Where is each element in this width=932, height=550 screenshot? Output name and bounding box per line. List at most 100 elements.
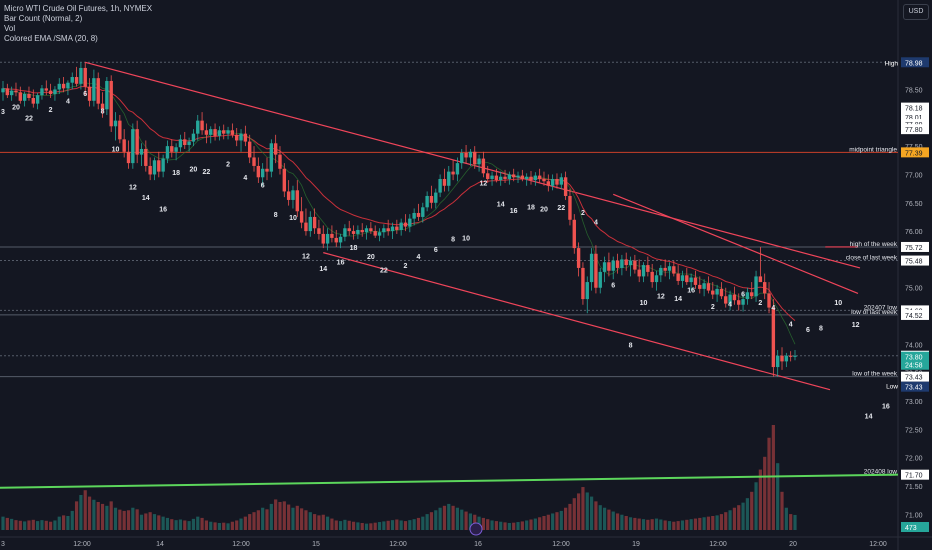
current-price-countdown: 24:58 <box>905 363 923 370</box>
bar-count-label: 16 <box>687 287 695 294</box>
price-axis: 78.5078.0077.5077.0076.5076.0075.5075.00… <box>885 57 929 532</box>
candle-body <box>486 173 490 179</box>
candle-body <box>83 67 87 87</box>
candle <box>524 173 529 186</box>
legend-ema: Colored EMA /SMA (20, 8) <box>4 34 98 43</box>
candle-body <box>434 192 438 203</box>
bar-count-label: 4 <box>417 254 421 261</box>
volume-bar <box>676 521 680 530</box>
candle <box>126 140 131 169</box>
trendlines <box>85 61 861 391</box>
bar-count-label: 2 <box>226 162 230 169</box>
candle <box>79 62 83 90</box>
candle-body <box>118 120 122 140</box>
candle-body <box>390 226 395 232</box>
candle <box>399 218 403 236</box>
currency-button[interactable]: USD <box>903 4 929 20</box>
price-tick: 73.00 <box>905 399 923 406</box>
volume-bar <box>464 511 468 530</box>
volume-bar <box>109 501 113 530</box>
volume-bar <box>667 521 672 530</box>
candle <box>481 151 486 178</box>
volume-bar <box>494 521 498 530</box>
bar-count-label: 22 <box>557 205 565 212</box>
candle <box>122 129 126 158</box>
bar-count-label: 2 <box>581 210 585 217</box>
bar-count-label: 20 <box>12 104 20 111</box>
candle <box>464 144 468 164</box>
candle-body <box>598 271 602 288</box>
candle-body <box>351 231 356 234</box>
candle <box>685 267 689 285</box>
volume-bar <box>646 519 650 530</box>
volume-bar <box>304 510 308 530</box>
volume-bar <box>36 521 40 530</box>
candle-body <box>689 277 693 283</box>
volume-bar <box>434 510 438 530</box>
volume-bar <box>295 505 299 530</box>
candle <box>719 282 724 300</box>
candle <box>676 265 680 285</box>
candle-body <box>620 259 624 268</box>
volume-bar <box>200 517 204 530</box>
volume-bar <box>732 507 737 530</box>
candle <box>152 157 157 181</box>
candle-body <box>48 90 53 95</box>
volume-bar <box>451 505 455 530</box>
candle-body <box>429 195 434 203</box>
volume-bar <box>287 504 291 530</box>
candle <box>507 171 512 185</box>
candle <box>74 66 79 87</box>
candle <box>520 169 525 182</box>
candle <box>711 282 715 300</box>
candle-body <box>61 83 66 89</box>
bar-count-label: 4 <box>789 321 793 328</box>
candle <box>659 265 663 283</box>
volume-bar <box>754 482 758 530</box>
volume-bar <box>61 515 66 530</box>
volume-bar <box>416 517 421 530</box>
candle <box>455 157 460 182</box>
candle <box>598 267 602 294</box>
candle-body <box>239 133 243 141</box>
candle <box>628 256 633 277</box>
candle-body <box>222 130 226 134</box>
candle <box>222 124 226 140</box>
candle-body <box>624 259 628 266</box>
candle-body <box>165 146 170 159</box>
level-tag-box <box>901 371 929 382</box>
candle <box>724 287 728 308</box>
candle <box>429 185 434 209</box>
candle <box>53 86 57 101</box>
candle <box>767 282 771 314</box>
volume-bar <box>382 521 386 530</box>
volume-bar <box>27 520 31 530</box>
level-tag-box <box>901 381 929 392</box>
level-tag-value: 77.39 <box>905 150 923 157</box>
price-tick: 71.50 <box>905 484 923 491</box>
volume-bar <box>711 516 715 530</box>
price-tick: 74.00 <box>905 342 923 349</box>
time-tick: 14 <box>156 541 164 548</box>
volume-bar <box>243 516 247 530</box>
bar-count-label: 4 <box>594 219 598 226</box>
candle-body <box>511 174 516 178</box>
volume-bar <box>269 503 273 530</box>
candle <box>144 140 148 172</box>
candle <box>576 242 581 277</box>
candle-body <box>53 89 57 95</box>
candle <box>178 134 183 152</box>
candle <box>256 157 261 183</box>
volume-bar <box>460 509 464 530</box>
volume-bar <box>611 511 615 530</box>
volume-bar <box>157 515 161 530</box>
annotation-label: 202407 low <box>864 304 898 311</box>
candle <box>555 173 559 189</box>
candle-body <box>672 266 676 274</box>
candle <box>784 352 789 368</box>
candle <box>537 168 542 183</box>
bar-count-label: 12 <box>129 184 137 191</box>
time-tick: 12:00 <box>232 541 250 548</box>
candle <box>377 228 382 242</box>
